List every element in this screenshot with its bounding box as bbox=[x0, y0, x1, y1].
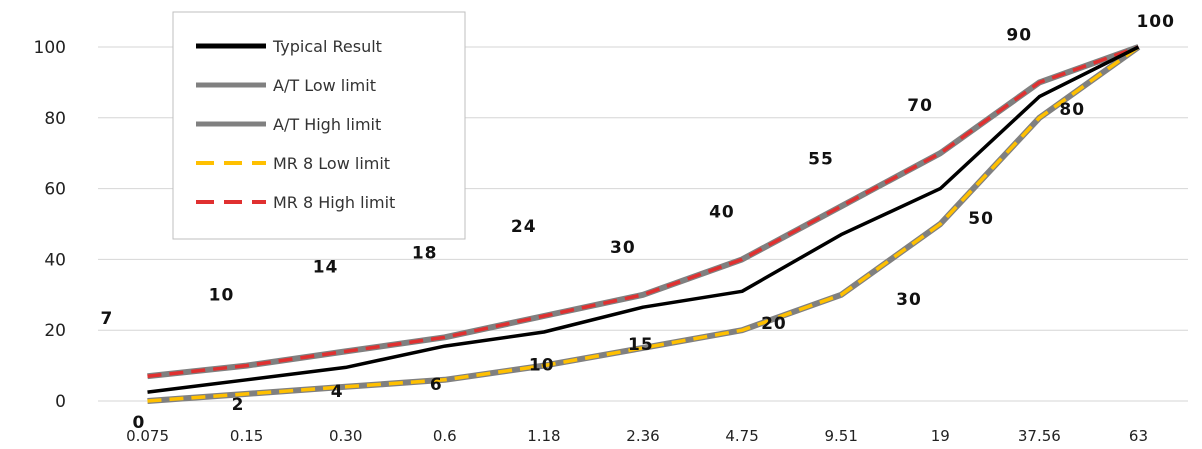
x-tick-label: 19 bbox=[931, 427, 950, 445]
data-label-low: 80 bbox=[1059, 100, 1085, 120]
data-label-high: 55 bbox=[808, 149, 834, 169]
data-label-low: 6 bbox=[430, 375, 443, 395]
series-line-mr-8-low-limit bbox=[147, 45, 1140, 403]
x-tick-label: 4.75 bbox=[725, 427, 758, 445]
data-label-high: 10 bbox=[209, 286, 235, 306]
legend-label-mr-8-low-limit: MR 8 Low limit bbox=[273, 154, 390, 173]
data-label-low: 2 bbox=[232, 395, 245, 415]
data-label-high: 14 bbox=[313, 257, 339, 277]
x-tick-label: 0.15 bbox=[230, 427, 263, 445]
x-tick-label: 37.56 bbox=[1018, 427, 1061, 445]
data-label-low: 30 bbox=[896, 290, 922, 310]
data-label-low: 10 bbox=[529, 356, 555, 376]
data-label-low: 4 bbox=[331, 382, 344, 402]
legend-label-a-t-low-limit: A/T Low limit bbox=[273, 76, 376, 95]
x-tick-label: 63 bbox=[1129, 427, 1148, 445]
y-tick-label: 40 bbox=[44, 250, 66, 270]
series-line-mr-8-high-limit bbox=[147, 45, 1140, 378]
x-tick-label: 2.36 bbox=[626, 427, 659, 445]
y-tick-label: 100 bbox=[34, 38, 66, 58]
series-line-typical-result bbox=[147, 45, 1140, 394]
x-axis-ticks: 0.075 0.15 0.30 0.6 1.18 2.36 4.75 9.51 19 37.56 6… bbox=[126, 427, 1148, 445]
y-tick-label: 60 bbox=[44, 180, 66, 200]
x-tick-label: 0.30 bbox=[329, 427, 362, 445]
y-axis-ticks: 0 20 40 60 80 100 bbox=[34, 38, 66, 412]
data-label-high: 24 bbox=[511, 217, 537, 237]
legend-label-a-t-high-limit: A/T High limit bbox=[273, 115, 381, 134]
y-tick-label: 0 bbox=[55, 392, 66, 412]
data-label-low: 0 bbox=[133, 413, 146, 433]
data-label-low: 15 bbox=[628, 335, 654, 355]
data-label-high: 90 bbox=[1006, 25, 1032, 45]
data-label-high: 7 bbox=[101, 309, 114, 329]
data-label-high: 40 bbox=[709, 202, 735, 222]
legend-label-typical-result: Typical Result bbox=[272, 37, 382, 56]
data-label-high: 70 bbox=[907, 96, 933, 116]
y-tick-label: 80 bbox=[44, 109, 66, 129]
data-label-high: 30 bbox=[610, 238, 636, 258]
x-tick-label: 1.18 bbox=[527, 427, 560, 445]
x-tick-label: 0.6 bbox=[433, 427, 457, 445]
data-label-high: 18 bbox=[412, 243, 438, 263]
series-lines bbox=[147, 44, 1141, 404]
x-tick-label: 9.51 bbox=[824, 427, 857, 445]
data-label-high: 100 bbox=[1136, 12, 1175, 32]
y-tick-label: 20 bbox=[44, 321, 66, 341]
x-tick-label: 0.075 bbox=[126, 427, 169, 445]
legend-label-mr-8-high-limit: MR 8 High limit bbox=[273, 193, 395, 212]
data-label-low: 50 bbox=[968, 209, 994, 229]
legend: Typical Result A/T Low limit A/T High limi… bbox=[172, 11, 466, 240]
data-label-low: 20 bbox=[761, 314, 787, 334]
